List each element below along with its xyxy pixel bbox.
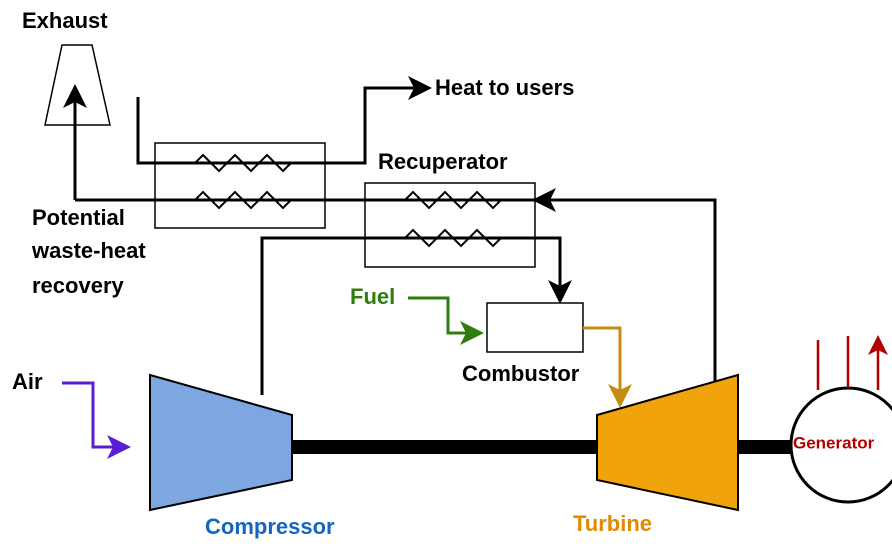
waste-heat-label: recovery xyxy=(32,273,125,298)
recuperator-label: Recuperator xyxy=(378,149,508,174)
exhaust-label: Exhaust xyxy=(22,8,108,33)
generator-label: Generator xyxy=(793,433,875,452)
combustor-label: Combustor xyxy=(462,361,580,386)
air-label: Air xyxy=(12,369,43,394)
waste-heat-label: waste-heat xyxy=(31,238,146,263)
compressor-label: Compressor xyxy=(205,514,335,539)
fuel-label: Fuel xyxy=(350,284,395,309)
waste-heat-label: Potential xyxy=(32,205,125,230)
turbine-label: Turbine xyxy=(573,511,652,536)
diagram-shapes xyxy=(44,44,892,512)
zigzags xyxy=(175,153,521,248)
heat-label: Heat to users xyxy=(435,75,574,100)
